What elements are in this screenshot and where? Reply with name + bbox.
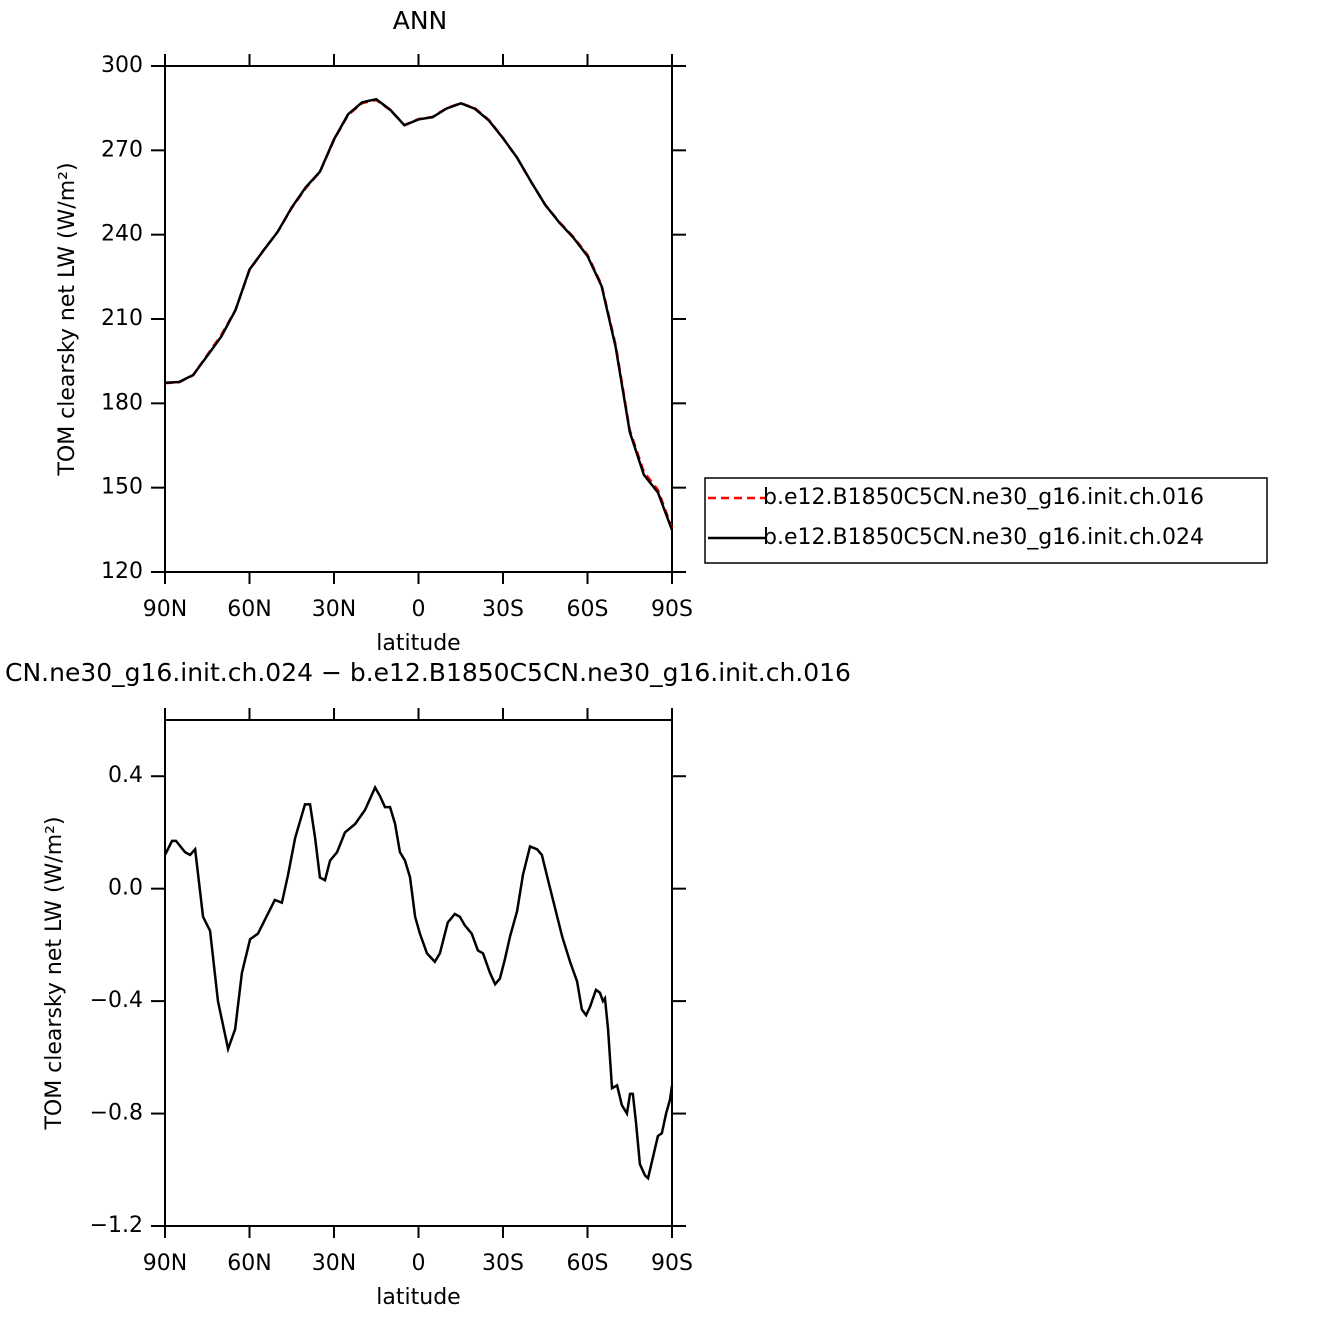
x-tick-label: 90S (651, 597, 693, 622)
data-line (164, 98, 674, 529)
y-tick-label: 180 (101, 390, 143, 415)
y-tick-label: 150 (101, 475, 143, 500)
x-tick-label: 0 (412, 1251, 426, 1276)
plot-frame (164, 65, 673, 573)
x-tick-label: 60N (227, 1251, 271, 1276)
x-tick-label: 90N (143, 1251, 187, 1276)
y-axis-label: TOM clearsky net LW (W/m²) (42, 816, 67, 1130)
y-tick-label: 240 (101, 222, 143, 247)
x-tick-label: 90N (143, 597, 187, 622)
y-tick-label: −0.8 (90, 1101, 143, 1126)
x-axis-label: latitude (376, 631, 460, 656)
x-tick-label: 60S (567, 597, 609, 622)
legend-label: b.e12.B1850C5CN.ne30_g16.init.ch.024 (763, 525, 1204, 550)
chart-title: CN.ne30_g16.init.ch.024 − b.e12.B1850C5C… (5, 658, 851, 687)
x-tick-label: 30N (312, 597, 356, 622)
y-tick-label: 120 (101, 559, 143, 584)
y-axis-label: TOM clearsky net LW (W/m²) (55, 162, 80, 476)
x-tick-label: 0 (412, 597, 426, 622)
y-tick-label: −0.4 (90, 988, 143, 1013)
y-tick-label: 0.0 (108, 876, 143, 901)
chart-title: ANN (393, 6, 448, 35)
y-tick-label: 300 (101, 53, 143, 78)
x-tick-label: 30S (482, 597, 524, 622)
y-tick-label: −1.2 (90, 1213, 143, 1238)
legend-label: b.e12.B1850C5CN.ne30_g16.init.ch.016 (763, 485, 1204, 510)
x-tick-label: 30N (312, 1251, 356, 1276)
y-tick-label: 270 (101, 137, 143, 162)
x-tick-label: 30S (482, 1251, 524, 1276)
x-tick-label: 60N (227, 597, 271, 622)
data-line (163, 784, 674, 1181)
y-tick-label: 0.4 (108, 763, 143, 788)
x-tick-label: 60S (567, 1251, 609, 1276)
x-tick-label: 90S (651, 1251, 693, 1276)
x-axis-label: latitude (376, 1285, 460, 1310)
legend-box (704, 477, 1268, 564)
data-line (164, 97, 674, 531)
y-tick-label: 210 (101, 306, 143, 331)
